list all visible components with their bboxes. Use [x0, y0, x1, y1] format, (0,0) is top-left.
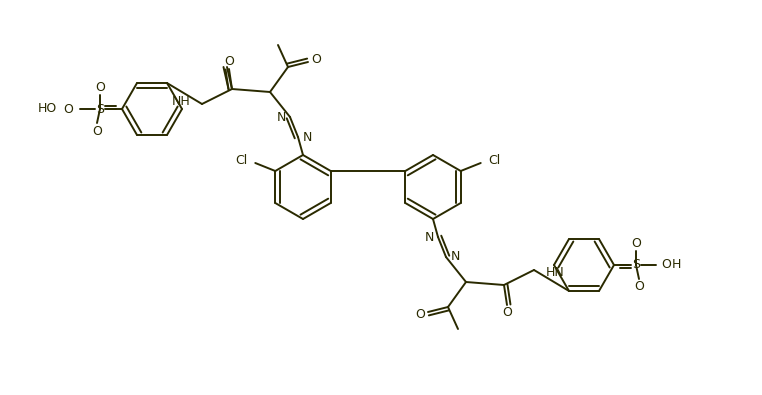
Text: O: O: [502, 307, 512, 320]
Text: S: S: [632, 258, 640, 271]
Text: O: O: [415, 308, 425, 322]
Text: O: O: [631, 237, 641, 250]
Text: N: N: [424, 231, 434, 243]
Text: Cl: Cl: [488, 154, 501, 167]
Text: HN: HN: [546, 267, 565, 280]
Text: O: O: [634, 280, 644, 293]
Text: HO: HO: [38, 102, 57, 115]
Text: O: O: [311, 53, 321, 66]
Text: N: N: [450, 250, 459, 263]
Text: NH: NH: [171, 94, 190, 107]
Text: Cl: Cl: [235, 154, 248, 167]
Text: O: O: [63, 102, 73, 115]
Text: O: O: [92, 124, 102, 137]
Text: N: N: [303, 130, 312, 143]
Text: O: O: [661, 258, 671, 271]
Text: O: O: [224, 55, 234, 68]
Text: S: S: [96, 102, 104, 115]
Text: O: O: [95, 81, 105, 94]
Text: N: N: [277, 111, 286, 124]
Text: H: H: [671, 258, 680, 271]
